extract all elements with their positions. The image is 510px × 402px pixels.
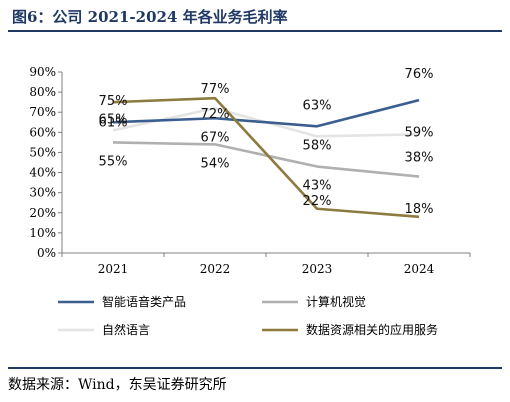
title-bar: 图6：公司 2021-2024 年各业务毛利率 [0, 0, 510, 32]
data-label: 61% [99, 115, 128, 130]
title-divider [8, 30, 502, 32]
data-label: 65% [99, 112, 128, 127]
x-tick-label: 2023 [302, 262, 333, 276]
data-label: 72% [201, 107, 230, 122]
series-line-1 [112, 141, 420, 178]
y-tick-label: 80% [29, 85, 56, 99]
legend-label: 自然语言 [102, 322, 150, 337]
legend-label: 智能语音类产品 [102, 294, 186, 309]
legend-label: 计算机视觉 [306, 294, 366, 309]
y-tick-label: 50% [29, 145, 56, 159]
x-tick-label: 2024 [404, 262, 435, 276]
chart-title: 图6：公司 2021-2024 年各业务毛利率 [12, 8, 288, 26]
data-label: 54% [201, 156, 230, 171]
data-label: 77% [201, 82, 230, 97]
y-tick-label: 30% [29, 186, 56, 200]
data-label: 59% [405, 125, 434, 140]
legend-label: 数据资源相关的应用服务 [306, 322, 438, 337]
x-tick-label: 2021 [98, 262, 129, 276]
footer-divider [8, 367, 502, 369]
source-note: 数据来源：Wind，东吴证券研究所 [8, 377, 227, 393]
data-label: 38% [405, 151, 434, 166]
data-label: 18% [405, 202, 434, 217]
data-label: 67% [201, 130, 230, 145]
y-tick-label: 0% [37, 246, 56, 260]
data-label: 76% [405, 67, 434, 82]
data-label: 75% [99, 94, 128, 109]
data-label: 43% [303, 179, 332, 194]
y-tick-label: 40% [29, 166, 56, 180]
series-line-3 [112, 96, 420, 219]
series-line-0 [112, 98, 420, 128]
y-tick-label: 10% [29, 226, 56, 240]
data-label: 55% [99, 154, 128, 169]
data-label: 63% [303, 98, 332, 113]
y-tick-label: 70% [29, 105, 56, 119]
y-tick-label: 20% [29, 206, 56, 220]
data-label: 58% [303, 138, 332, 153]
y-tick-label: 60% [29, 125, 56, 139]
y-tick-label: 90% [29, 65, 56, 79]
x-tick-label: 2022 [200, 262, 231, 276]
data-label: 22% [303, 194, 332, 209]
